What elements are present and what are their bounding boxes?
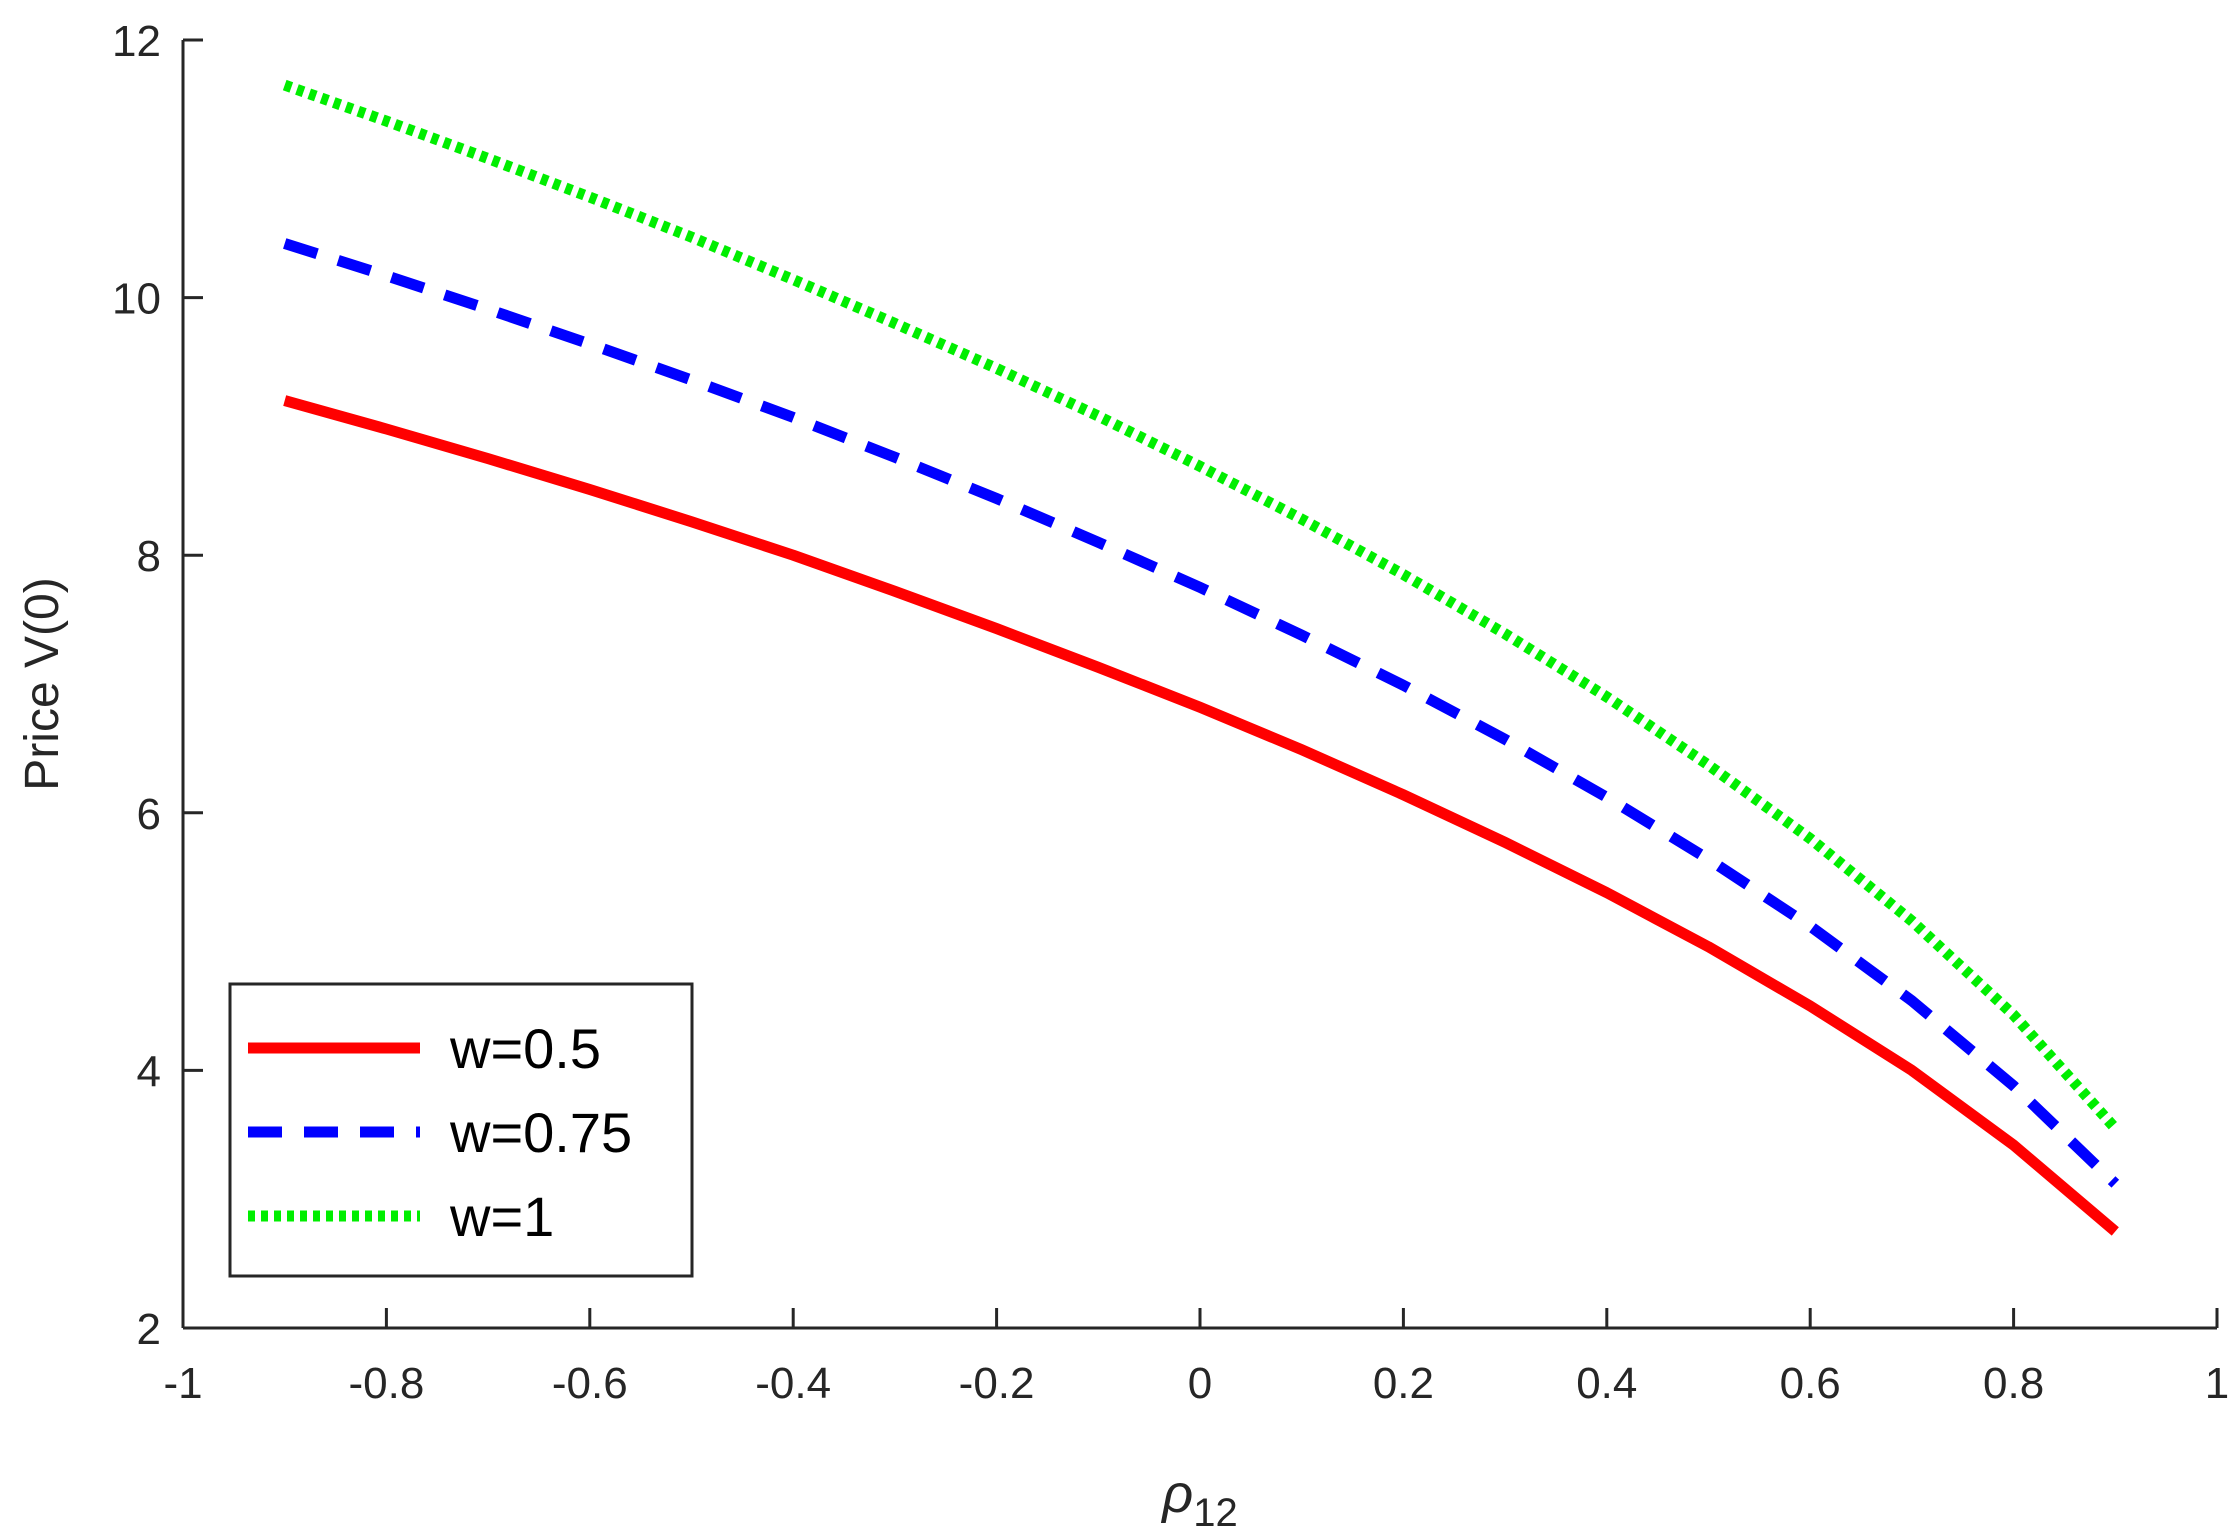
x-axis-label: ρ12 — [1160, 1464, 1237, 1535]
x-tick-label: 0.8 — [1983, 1359, 2044, 1408]
x-tick-label: 0.6 — [1780, 1359, 1841, 1408]
axes: -1 -0.8 -0.6 -0.4 -0.2 0 0.2 0.4 0.6 0.8 124681012… — [16, 17, 2229, 1535]
x-tick-label: 0.2 — [1373, 1359, 1434, 1408]
legend-label-2: w=0.75 — [449, 1101, 632, 1164]
y-tick-label: 4 — [137, 1047, 161, 1096]
y-tick-label: 6 — [137, 790, 161, 839]
y-tick-label: 12 — [112, 17, 161, 66]
series-lines — [282, 79, 2120, 1236]
x-tick-label: 0 — [1188, 1359, 1212, 1408]
legend-label-3: w=1 — [449, 1185, 554, 1248]
x-tick-label: 1 — [2205, 1359, 2229, 1408]
y-tick-label: 10 — [112, 275, 161, 324]
x-tick-label: -1 — [163, 1359, 202, 1408]
x-tick-label: -0.2 — [959, 1359, 1035, 1408]
x-tick-label: -0.8 — [348, 1359, 424, 1408]
series-line-1 — [283, 395, 2119, 1236]
series-line-2 — [283, 238, 2120, 1188]
y-tick-label: 8 — [137, 532, 161, 581]
y-tick-label: 2 — [137, 1305, 161, 1354]
y-axis-label: Price V(0) — [16, 577, 69, 790]
x-tick-label: -0.4 — [755, 1359, 831, 1408]
x-tick-label: -0.6 — [552, 1359, 628, 1408]
legend: w=0.5 w=0.75 w=1 — [228, 982, 694, 1278]
legend-label-1: w=0.5 — [449, 1017, 601, 1080]
series-line-3 — [282, 79, 2120, 1133]
x-tick-label: 0.4 — [1576, 1359, 1637, 1408]
